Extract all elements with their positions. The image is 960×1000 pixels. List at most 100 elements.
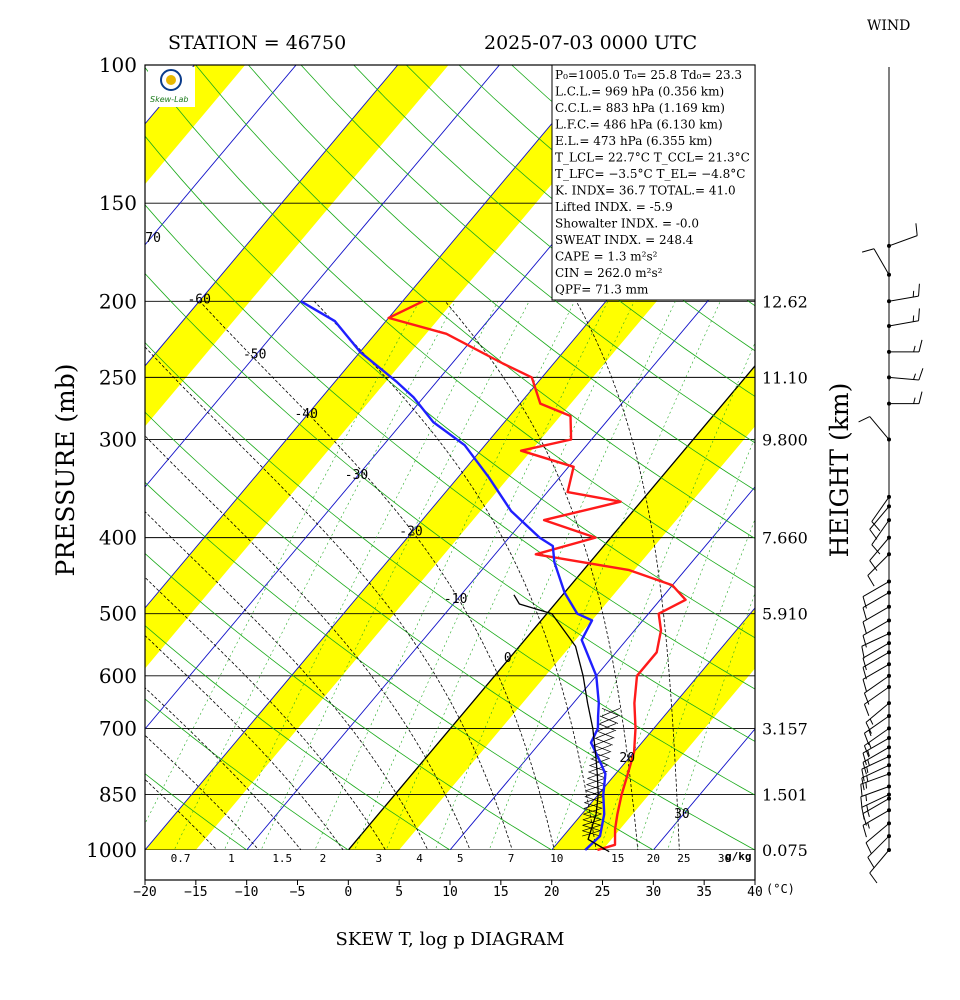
dry-adiabat bbox=[145, 66, 755, 589]
wind-barb-staff bbox=[860, 786, 890, 798]
cape-hatch-line bbox=[584, 802, 603, 809]
wind-barb-staff bbox=[871, 519, 890, 545]
sounding-traces bbox=[300, 300, 687, 853]
wind-barb-half-flag bbox=[869, 718, 874, 725]
x-unit-label: (°C) bbox=[766, 882, 795, 896]
wind-barb-staff bbox=[888, 295, 919, 302]
isotherm-label: -30 bbox=[345, 468, 368, 483]
pressure-tick-label: 600 bbox=[99, 664, 137, 688]
isotherm-line bbox=[551, 607, 755, 850]
wind-barb-flag bbox=[862, 667, 867, 680]
mixing-ratio-unit: g/kg bbox=[725, 850, 752, 863]
height-tick-label: 11.10 bbox=[762, 368, 808, 387]
index-line: L.F.C.= 486 hPa (6.130 km) bbox=[555, 118, 723, 132]
wind-barb-staff bbox=[864, 686, 890, 705]
wind-barb-half-flag bbox=[865, 782, 868, 789]
dry-adiabat bbox=[145, 773, 248, 850]
wind-barb-staff bbox=[861, 633, 890, 647]
dry-adiabat bbox=[145, 411, 755, 850]
wind-barb-staff bbox=[865, 702, 890, 723]
pressure-tick-labels: 100 150 200 250 300 400 500 600 700 850 1000 bbox=[86, 53, 137, 862]
isotherm-label: 0 bbox=[504, 651, 512, 666]
wind-barb-half-flag bbox=[913, 373, 916, 380]
cape-hatch-line bbox=[584, 796, 603, 803]
height-tick-label: 12.62 bbox=[762, 292, 808, 311]
background-grid bbox=[145, 65, 755, 850]
wind-barb-staff bbox=[873, 248, 890, 275]
dry-adiabat bbox=[145, 135, 755, 639]
isotherm-line bbox=[145, 65, 195, 125]
isotherm-line bbox=[145, 65, 399, 367]
wind-barb-flag bbox=[861, 769, 865, 782]
index-line: E.L.= 473 hPa (6.355 km) bbox=[555, 134, 712, 148]
mixing-ratio-label: 7 bbox=[508, 852, 515, 865]
wind-barb-half-flag bbox=[868, 729, 872, 737]
mixing-ratio-line bbox=[145, 301, 420, 825]
wind-barb-staff bbox=[860, 773, 890, 785]
mixing-ratio-label: 0.7 bbox=[171, 852, 191, 865]
wind-barb-flag bbox=[869, 529, 878, 540]
y-axis-title: PRESSURE (mb) bbox=[51, 363, 80, 576]
temperature-tick-label: −10 bbox=[235, 885, 258, 900]
mixing-ratio-line bbox=[314, 301, 575, 850]
isotherm-label: -40 bbox=[294, 407, 317, 422]
dry-adiabat bbox=[145, 698, 350, 850]
temperature-band bbox=[145, 65, 652, 669]
temperature-tick-label: 20 bbox=[544, 885, 560, 900]
dry-adiabat bbox=[145, 849, 146, 850]
wind-barb-half-flag bbox=[867, 750, 870, 757]
temperature-tick-label: 15 bbox=[493, 885, 509, 900]
isotherm-line bbox=[145, 123, 755, 850]
wind-barb-flag bbox=[862, 621, 867, 634]
isotherm-label-bg bbox=[30, 118, 52, 132]
wind-barb-staff bbox=[862, 651, 890, 668]
lab-logo: Skew-Lab bbox=[148, 67, 195, 107]
mixing-ratio-line bbox=[552, 342, 755, 850]
station-title: STATION = 46750 bbox=[168, 32, 346, 54]
wind-barb-flag bbox=[860, 796, 863, 810]
moist-adiabat bbox=[199, 301, 555, 850]
mixing-ratio-label: 5 bbox=[457, 852, 464, 865]
temperature-tick-label: −5 bbox=[290, 885, 306, 900]
wind-barb-flag bbox=[863, 704, 870, 716]
cape-hatch-line bbox=[599, 715, 619, 724]
wind-barb-staff bbox=[862, 592, 890, 609]
wind-barb-staff bbox=[862, 620, 890, 636]
height-tick-labels: 12.62 11.10 9.800 7.660 5.910 3.157 1.501 0.075 bbox=[762, 292, 808, 860]
cape-hatch-line bbox=[587, 777, 606, 785]
wind-barb-staff bbox=[869, 537, 890, 561]
temperature-tick-label: −20 bbox=[133, 885, 156, 900]
index-line: CAPE = 1.3 m²s² bbox=[555, 250, 658, 264]
mixing-ratio-line bbox=[434, 301, 676, 850]
wind-barb-flag bbox=[861, 248, 875, 253]
wind-barb-flag bbox=[862, 825, 867, 838]
mixing-ratio-label: 1 bbox=[228, 852, 235, 865]
mixing-ratio-label: 15 bbox=[611, 852, 624, 865]
moist-adiabat bbox=[145, 635, 344, 850]
height-axis-title: HEIGHT (km) bbox=[825, 383, 854, 558]
wind-barb-flag bbox=[861, 777, 865, 791]
wind-barb-staff bbox=[862, 642, 890, 659]
x-axis-title: SKEW T, log p DIAGRAM bbox=[336, 929, 565, 950]
isotherm-labels: -90 -80 -70 -60 -50 -40 -30 -20 -10 0 20 30 bbox=[30, 118, 690, 822]
height-tick-label: 7.660 bbox=[762, 529, 808, 548]
wind-barb-flag bbox=[861, 646, 865, 659]
wind-barb-flag bbox=[862, 679, 867, 692]
wind-barb-staff bbox=[862, 606, 890, 623]
wind-barb-flag bbox=[918, 368, 924, 381]
wind-barb-half-flag bbox=[866, 766, 869, 774]
index-line: CIN = 262.0 m²s² bbox=[555, 266, 663, 280]
wind-barb-half-flag bbox=[865, 794, 868, 802]
wind-barb-staff bbox=[888, 235, 918, 247]
wind-barb-half-flag bbox=[913, 397, 916, 404]
cape-hatch-line bbox=[586, 784, 605, 791]
wind-barb-staff bbox=[862, 663, 890, 680]
dry-adiabat bbox=[145, 272, 755, 742]
moist-adiabat bbox=[145, 734, 260, 850]
index-line: QPF= 71.3 mm bbox=[555, 283, 649, 297]
temperature-tick-label: 5 bbox=[395, 885, 403, 900]
index-line: K. INDX= 36.7 TOTAL.= 41.0 bbox=[555, 184, 736, 198]
dry-adiabat bbox=[195, 65, 755, 539]
pressure-tick-label: 200 bbox=[99, 289, 137, 313]
mixing-ratio-label: 10 bbox=[550, 852, 563, 865]
